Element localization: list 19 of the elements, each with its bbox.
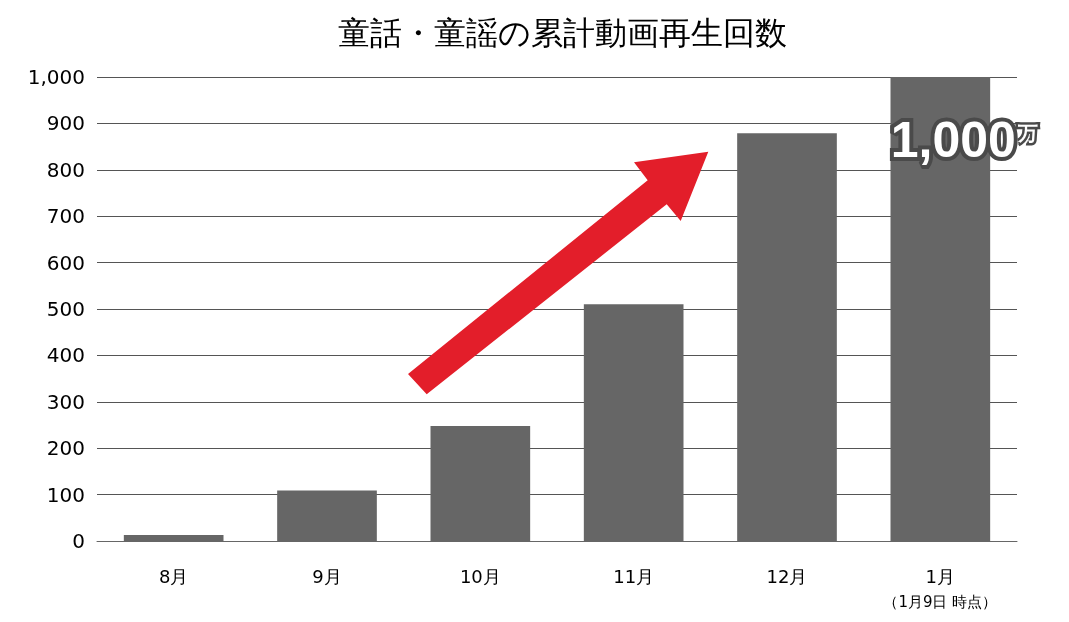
chart-title: 童話・童謡の累計動画再生回数 <box>337 14 787 52</box>
y-tick-label: 1,000 <box>27 65 85 89</box>
y-tick-label: 300 <box>46 389 85 414</box>
y-tick-label: 900 <box>46 111 85 136</box>
x-tick-label: 10月 <box>459 565 501 587</box>
y-tick-label: 800 <box>46 157 85 182</box>
y-tick-label: 200 <box>46 436 85 461</box>
text: （1月9日 時点） <box>883 593 998 611</box>
y-tick-label: 700 <box>46 204 85 229</box>
x-tick-label: 12月 <box>766 565 808 587</box>
y-tick-label: 0 <box>72 529 85 553</box>
x-tick-label: 8月 <box>158 565 189 587</box>
y-tick-label: 100 <box>46 482 85 507</box>
y-tick-label: 600 <box>46 250 85 275</box>
x-tick-label: 9月 <box>312 565 342 587</box>
x-tick-label: 11月 <box>613 565 655 587</box>
x-tick-label: 1月 <box>925 565 956 587</box>
y-tick-label: 500 <box>46 297 85 321</box>
y-tick-label: 400 <box>46 343 85 368</box>
